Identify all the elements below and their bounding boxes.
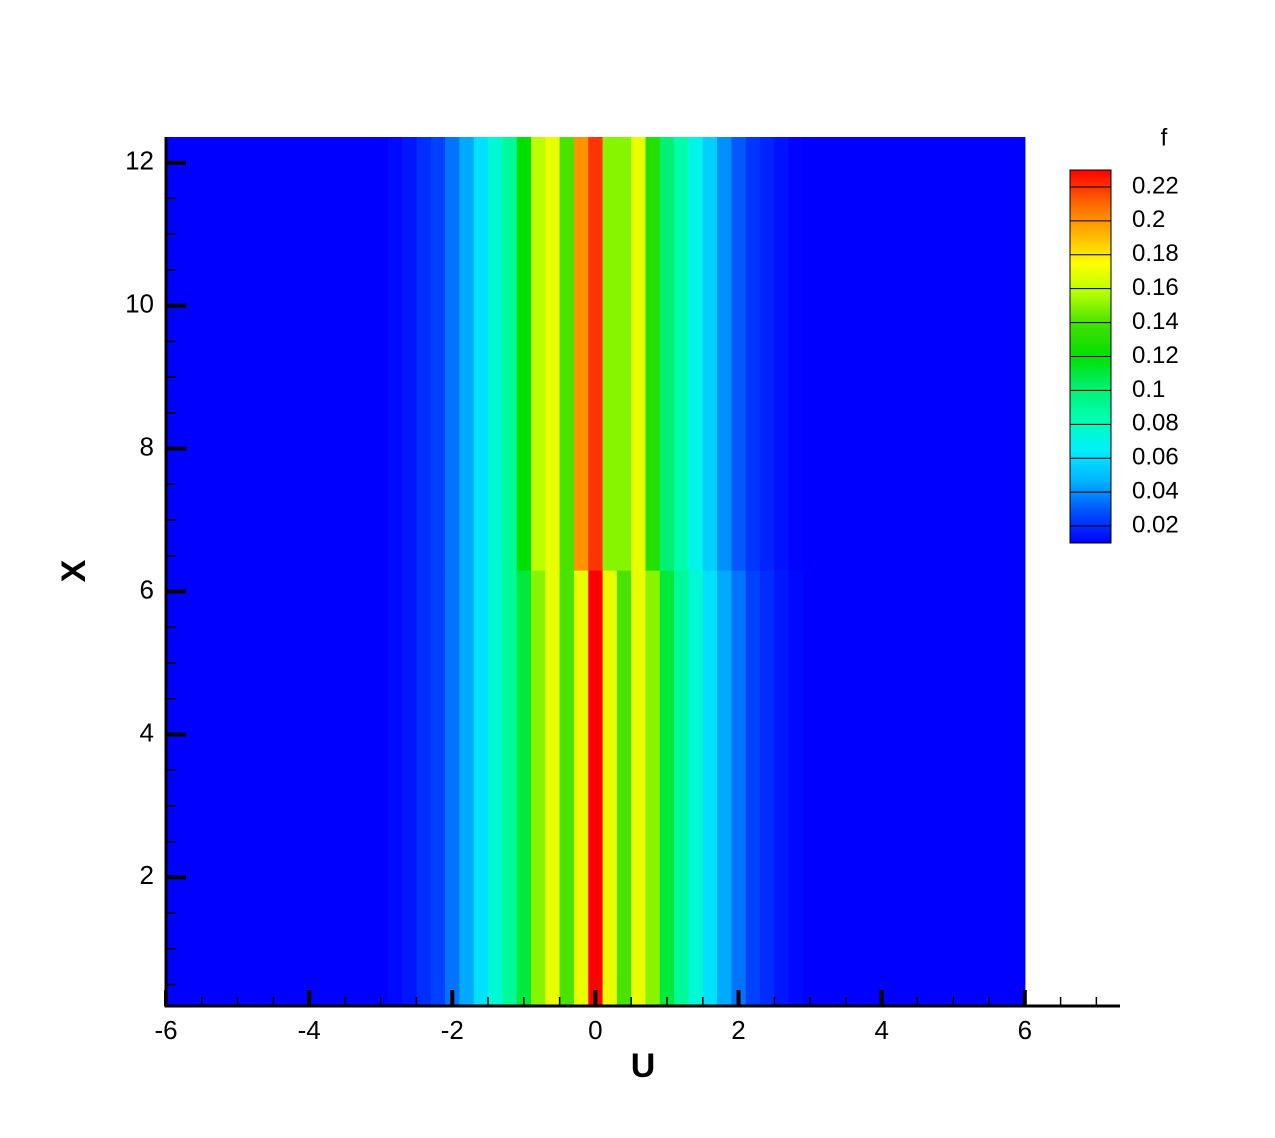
cell: [788, 570, 804, 1007]
cell: [166, 570, 375, 1007]
x-tick-label: 6: [1018, 1015, 1032, 1045]
y-tick-label: 12: [125, 146, 154, 176]
cell: [788, 137, 804, 571]
cell: [602, 137, 618, 571]
cell: [745, 137, 761, 571]
cell: [659, 137, 675, 571]
cell: [559, 570, 575, 1007]
cell: [745, 570, 761, 1007]
cell: [717, 570, 732, 1007]
cell: [631, 570, 647, 1007]
x-tick-label: -2: [441, 1015, 464, 1045]
colorbar-tick-label: 0.02: [1132, 511, 1179, 538]
cell: [559, 137, 575, 571]
x-tick-label: -4: [298, 1015, 321, 1045]
cell: [416, 137, 432, 571]
cell: [373, 570, 389, 1007]
cell: [430, 137, 446, 571]
colorbar-tick-label: 0.2: [1132, 206, 1165, 233]
cell: [631, 137, 647, 571]
cell: [488, 137, 503, 571]
cell: [516, 570, 532, 1007]
cell: [588, 570, 604, 1007]
cell: [802, 570, 818, 1007]
cell: [802, 137, 818, 571]
colorbar-tick-label: 0.14: [1132, 308, 1179, 335]
cell: [731, 137, 747, 571]
cell: [459, 570, 475, 1007]
cell: [502, 137, 518, 571]
field: [166, 137, 1026, 1007]
cell: [530, 570, 546, 1007]
cell: [674, 570, 690, 1007]
cell: [373, 137, 389, 571]
colorbar-tick-label: 0.1: [1132, 376, 1165, 403]
cell: [645, 570, 661, 1007]
y-tick-label: 8: [140, 431, 154, 461]
cell: [488, 570, 503, 1007]
cell: [774, 570, 790, 1007]
cell: [659, 570, 675, 1007]
cell: [459, 137, 475, 571]
colorbar-tick-label: 0.12: [1132, 342, 1179, 369]
cell: [416, 570, 432, 1007]
cell: [402, 570, 418, 1007]
x-tick-label: -6: [154, 1015, 177, 1045]
colorbar-tick-label: 0.08: [1132, 410, 1179, 437]
cell: [573, 570, 589, 1007]
y-axis-label: X: [55, 559, 93, 582]
cell: [702, 570, 718, 1007]
cell: [387, 570, 403, 1007]
cell: [573, 137, 589, 571]
cell: [616, 570, 632, 1007]
cell: [688, 570, 704, 1007]
cell: [602, 570, 618, 1007]
cell: [502, 570, 518, 1007]
cell: [817, 137, 1026, 571]
colorbar-title: f: [1161, 124, 1168, 151]
cell: [445, 570, 461, 1007]
colorbar-tick-label: 0.22: [1132, 172, 1179, 199]
cell: [473, 137, 489, 571]
cell: [717, 137, 732, 571]
colorbar-tick-label: 0.04: [1132, 477, 1179, 504]
axes: -6 -4 -2 0 2 4 6 2 4 6 8 10 12: [125, 137, 1120, 1045]
y-tick-label: 4: [140, 717, 154, 747]
colorbar-tick-label: 0.06: [1132, 444, 1179, 471]
y-tick-label: 2: [140, 860, 154, 890]
cell: [387, 137, 403, 571]
cell: [674, 137, 690, 571]
cell: [402, 137, 418, 571]
cell: [588, 137, 604, 571]
x-axis-label: U: [631, 1047, 656, 1085]
cell: [774, 137, 790, 571]
cell: [445, 137, 461, 571]
cell: [430, 570, 446, 1007]
x-tick-label: 4: [874, 1015, 888, 1045]
cell: [645, 137, 661, 571]
colorbar-tick-label: 0.18: [1132, 240, 1179, 267]
cell: [530, 137, 546, 571]
x-tick-label: 0: [588, 1015, 602, 1045]
cell: [731, 570, 747, 1007]
cell: [545, 137, 561, 571]
cell: [760, 570, 775, 1007]
cell: [516, 137, 532, 571]
y-tick-label: 10: [125, 289, 154, 319]
colorbar-tick-label: 0.16: [1132, 274, 1179, 301]
cell: [688, 137, 704, 571]
x-tick-label: 2: [731, 1015, 745, 1045]
cell: [616, 137, 632, 571]
y-tick-label: 6: [140, 574, 154, 604]
cell: [702, 137, 718, 571]
cell: [473, 570, 489, 1007]
cell: [817, 570, 1026, 1007]
cell: [760, 137, 775, 571]
cell: [166, 137, 375, 571]
cell: [545, 570, 561, 1007]
